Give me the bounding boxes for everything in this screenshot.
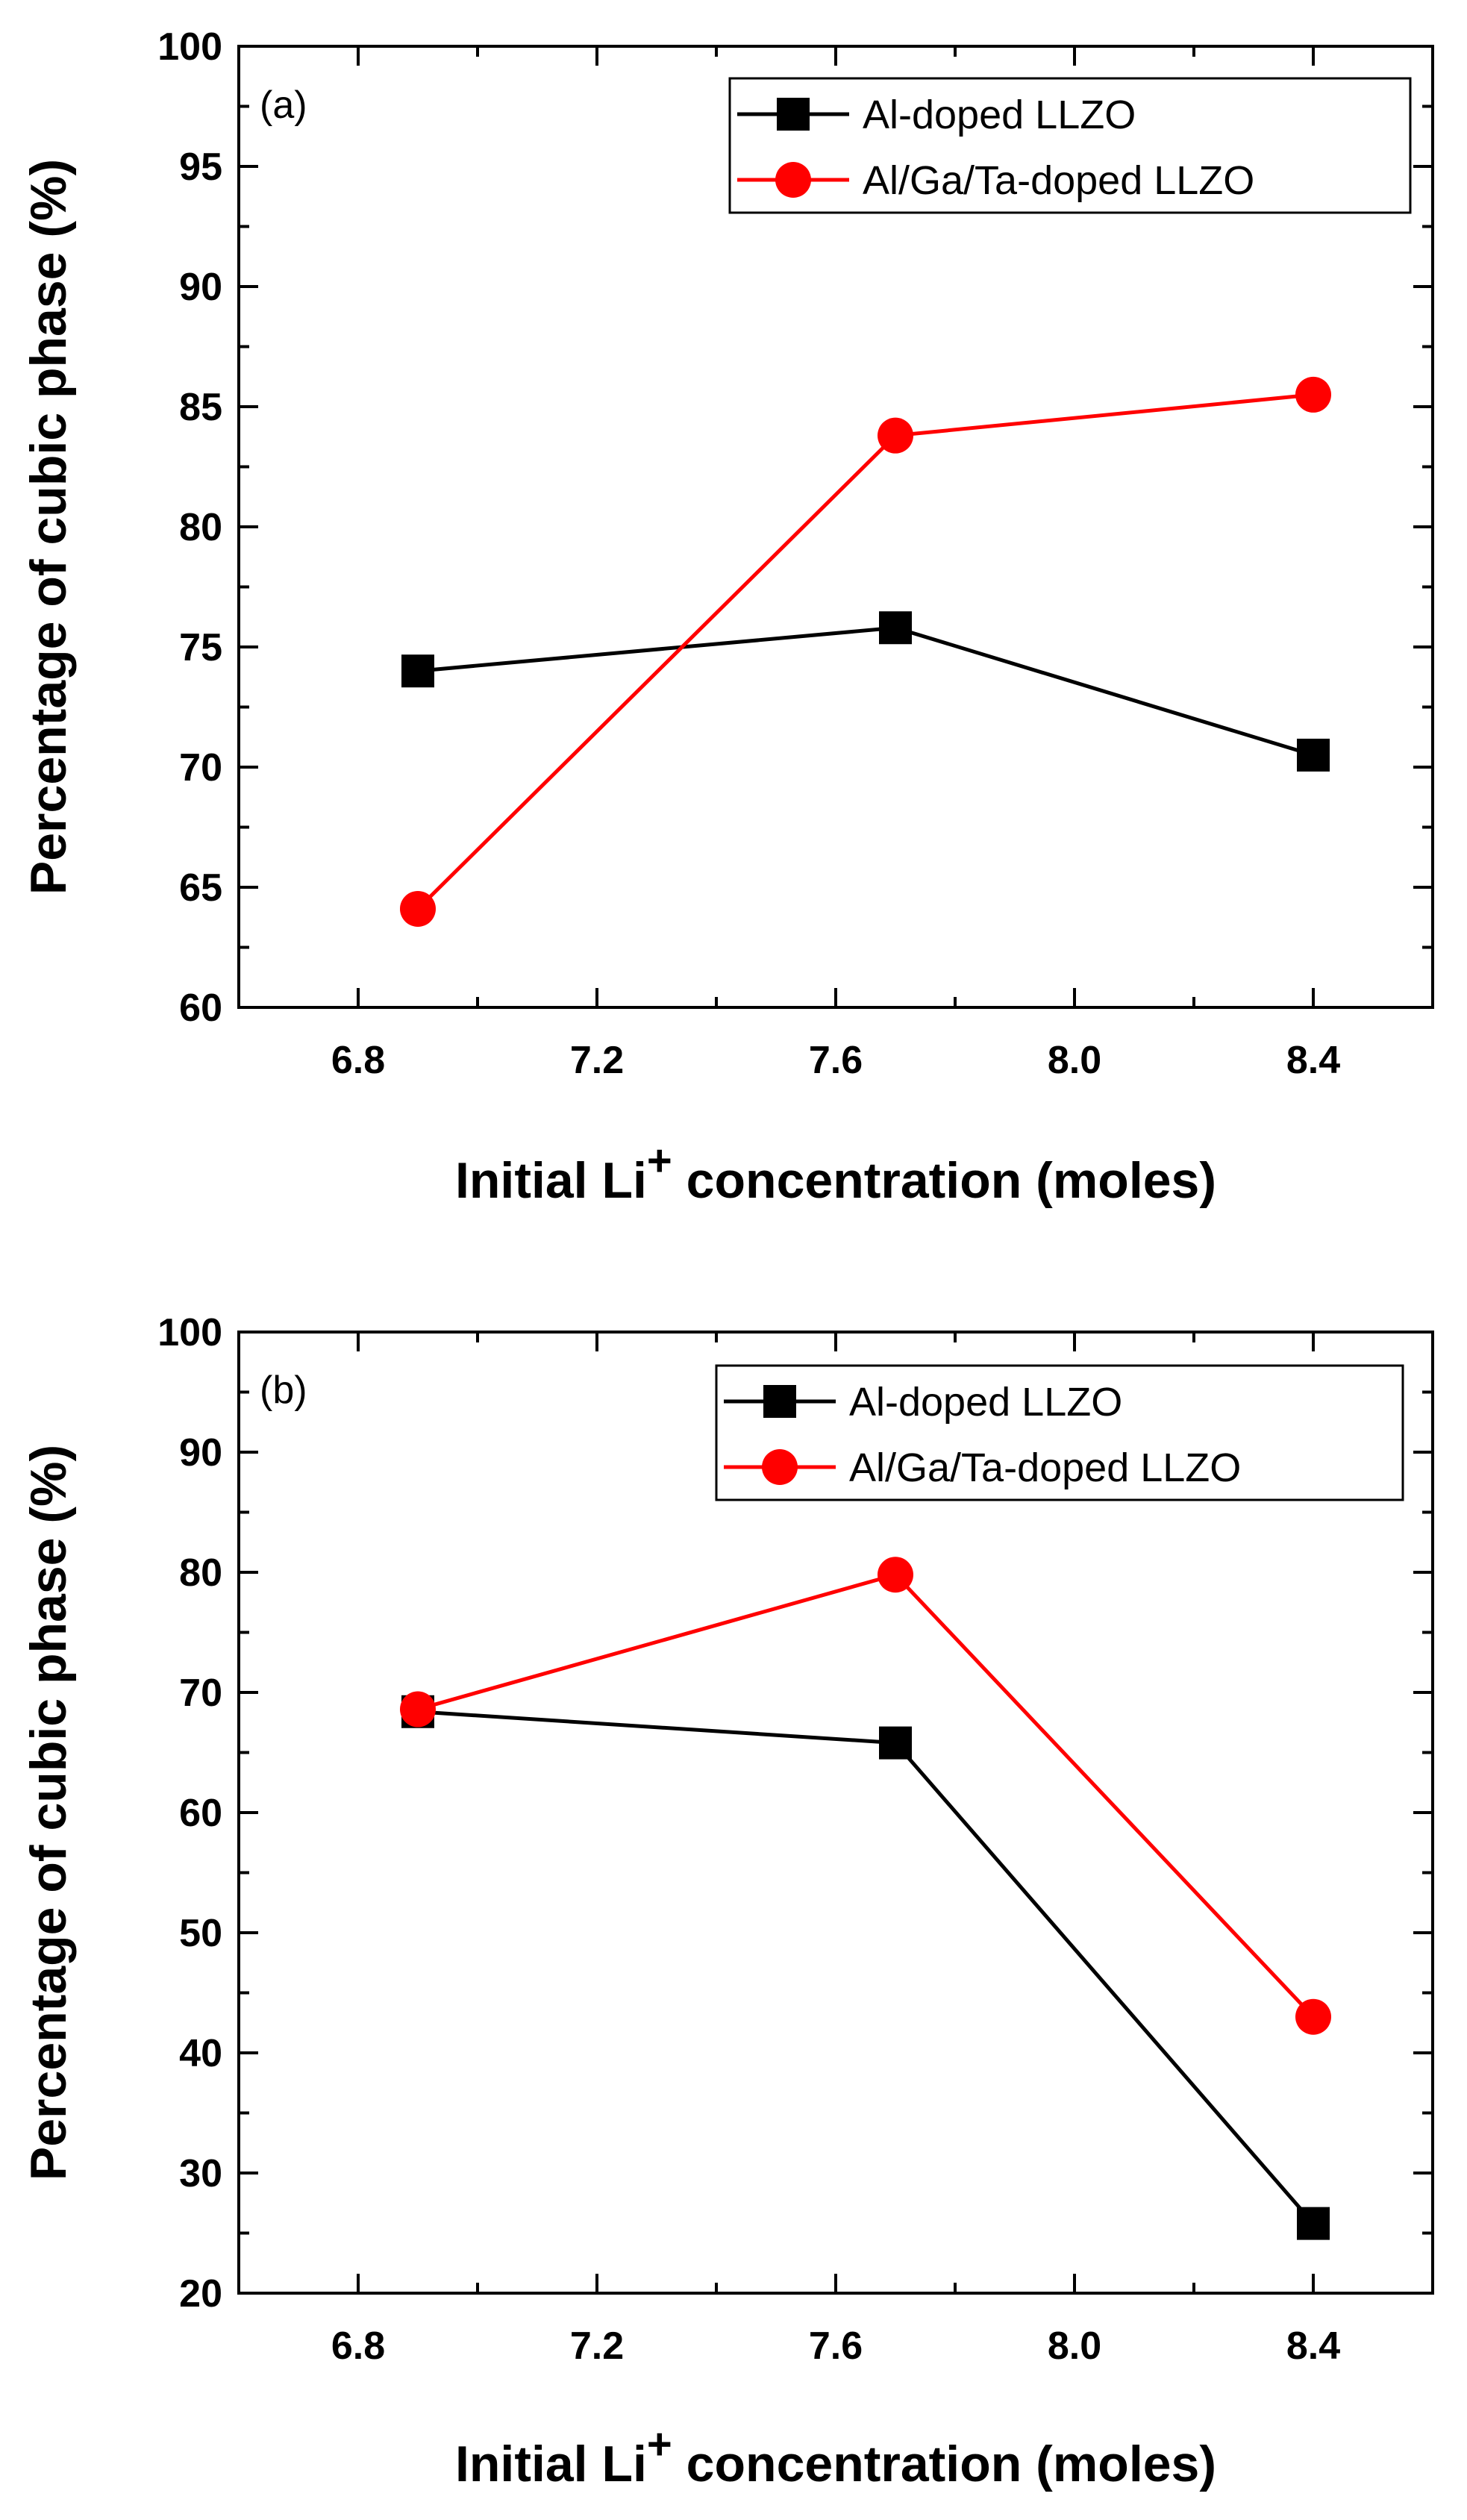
y-tick-label: 20 <box>179 2272 222 2316</box>
legend-box <box>728 77 1412 214</box>
legend-label: Al/Ga/Ta-doped LLZO <box>863 158 1254 203</box>
chart-b: 20 30 40 50 60 70 80 90 100 6.8 7.2 7.6 8.0 8.4 Initia… <box>20 1311 1434 2492</box>
y-tick-label: 80 <box>179 1551 222 1595</box>
legend-marker-square <box>777 98 810 131</box>
y-tick-label: 50 <box>179 1912 222 1955</box>
series-1 <box>400 1557 1331 2035</box>
chart-a: 60 65 70 75 80 85 90 95 100 6.8 7.2 7.6 8.0 8.4 Initia… <box>20 25 1434 1209</box>
data-point <box>401 654 434 688</box>
legend-label: Al-doped LLZO <box>849 1380 1122 1425</box>
x-tick-label: 7.6 <box>809 2324 863 2368</box>
data-point <box>878 417 913 454</box>
x-tick-label: 6.8 <box>331 2324 385 2368</box>
x-axis-label: Initial Li+ concentration (moles) <box>455 1136 1216 1209</box>
y-tick-label: 30 <box>179 2152 222 2195</box>
y-tick-label: 75 <box>179 626 222 669</box>
x-axis-label-main: Initial Li <box>455 2436 647 2492</box>
panel-label: (b) <box>260 1369 307 1412</box>
x-axis-label: Initial Li+ concentration (moles) <box>455 2420 1216 2492</box>
data-point <box>879 1726 912 1760</box>
y-tick-label: 90 <box>179 266 222 309</box>
y-tick-label: 70 <box>179 1672 222 1715</box>
y-tick-label: 100 <box>157 25 222 69</box>
y-tick-label: 60 <box>179 1792 222 1835</box>
y-tick-label: 90 <box>179 1431 222 1475</box>
x-tick-label: 8.4 <box>1286 2324 1340 2368</box>
data-point <box>1297 2207 1330 2240</box>
y-tick-label: 70 <box>179 746 222 790</box>
series-line <box>417 1710 1315 2225</box>
y-axis-label: Percentage of cubic phase (%) <box>20 159 77 895</box>
x-tick-label: 7.2 <box>570 1039 624 1082</box>
legend-marker-square <box>763 1385 796 1418</box>
y-axis-label: Percentage of cubic phase (%) <box>20 1445 77 2180</box>
x-axis-label-sup: + <box>647 2420 672 2469</box>
series-0 <box>401 611 1330 772</box>
data-point <box>1295 376 1331 413</box>
x-axis-label-sup: + <box>647 1136 672 1185</box>
data-point <box>878 1557 913 1593</box>
legend-box <box>715 1364 1404 1501</box>
series-line <box>416 393 1314 910</box>
data-point <box>400 890 436 927</box>
x-tick-label: 8.0 <box>1048 2324 1101 2368</box>
y-tick-label: 95 <box>179 146 222 189</box>
y-tick-label: 85 <box>179 386 222 429</box>
x-tick-label: 7.2 <box>570 2324 624 2368</box>
legend-marker-circle <box>775 162 811 198</box>
x-axis-label-rest: concentration (moles) <box>672 1152 1216 1209</box>
y-tick-label: 60 <box>179 987 222 1030</box>
series-line <box>417 1572 1315 2019</box>
y-tick-label: 65 <box>179 866 222 910</box>
y-tick-label: 40 <box>179 2032 222 2075</box>
data-point <box>400 1691 436 1728</box>
series-1 <box>400 376 1331 927</box>
legend-label: Al/Ga/Ta-doped LLZO <box>849 1445 1241 1490</box>
x-tick-label: 8.4 <box>1286 1039 1340 1082</box>
data-point <box>1295 1998 1331 2035</box>
y-tick-label: 80 <box>179 506 222 549</box>
x-tick-label: 6.8 <box>331 1039 385 1082</box>
x-tick-label: 8.0 <box>1048 1039 1101 1082</box>
series-line <box>417 625 1314 757</box>
panel-label: (a) <box>260 84 307 127</box>
data-point <box>879 611 912 645</box>
legend-marker-circle <box>762 1449 798 1485</box>
x-axis-label-rest: concentration (moles) <box>672 2436 1216 2492</box>
series-0 <box>401 1695 1330 2240</box>
x-axis-label-main: Initial Li <box>455 1152 647 1209</box>
legend: Al-doped LLZO Al/Ga/Ta-doped LLZO <box>728 77 1412 214</box>
x-tick-label: 7.6 <box>809 1039 863 1082</box>
legend-label: Al-doped LLZO <box>863 93 1136 137</box>
legend: Al-doped LLZO Al/Ga/Ta-doped LLZO <box>715 1364 1404 1501</box>
y-tick-label: 100 <box>157 1311 222 1354</box>
data-point <box>1297 738 1330 772</box>
